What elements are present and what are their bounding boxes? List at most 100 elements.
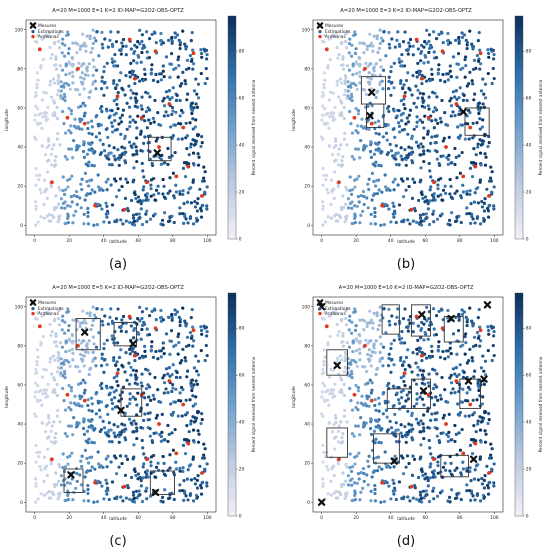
measure-point (91, 73, 95, 78)
measure-point (88, 191, 93, 196)
antenna-point (115, 371, 120, 376)
measure-point (196, 152, 200, 156)
estimates-layer (153, 149, 161, 157)
measure-point (329, 202, 333, 207)
measure-point (354, 83, 358, 87)
measure-point (463, 57, 467, 62)
measure-point (453, 191, 457, 195)
measure-point (134, 212, 139, 216)
measure-point (370, 104, 374, 108)
measure-point (142, 185, 146, 189)
measure-point (418, 368, 422, 372)
measure-point (126, 206, 130, 211)
measure-point (66, 30, 70, 34)
measure-point (191, 499, 196, 503)
measure-point (161, 376, 165, 380)
measure-point (347, 319, 352, 323)
measure-point (59, 80, 63, 84)
measure-point (456, 62, 461, 66)
measure-point (406, 329, 410, 333)
measure-point (43, 152, 48, 157)
estimate-marker (129, 340, 137, 348)
measure-point (455, 189, 459, 193)
colorbar-tick-label: 20 (239, 190, 245, 196)
measure-point (145, 195, 149, 199)
measure-point (455, 374, 459, 378)
measure-point (192, 143, 196, 147)
measure-point (63, 431, 67, 436)
measure-point (422, 61, 426, 65)
measure-point (106, 430, 110, 434)
measure-point (120, 422, 124, 426)
measure-point (79, 352, 83, 357)
measure-point (82, 87, 86, 91)
measure-point (110, 334, 114, 338)
measure-point (370, 475, 374, 479)
measure-point (481, 118, 485, 122)
measure-point (78, 394, 82, 398)
measure-point (189, 201, 194, 205)
measure-point (353, 216, 357, 221)
measure-point (422, 149, 426, 153)
measure-point (161, 341, 165, 345)
measure-point (420, 358, 424, 363)
measure-point (57, 494, 61, 498)
measure-point (359, 471, 363, 475)
measure-point (468, 443, 473, 447)
measure-point (477, 307, 481, 312)
measure-point (433, 198, 437, 202)
measure-point (373, 214, 377, 219)
measure-point (394, 440, 399, 444)
measure-point (343, 365, 347, 369)
measure-point (330, 188, 334, 192)
antenna-point (75, 66, 80, 71)
measure-point (422, 126, 426, 130)
measure-point (202, 176, 206, 180)
measure-point (199, 144, 203, 149)
measure-point (330, 465, 334, 469)
measure-point (397, 57, 401, 61)
measure-point (141, 476, 145, 480)
measure-point (92, 313, 97, 317)
measure-point (146, 418, 150, 422)
measure-point (372, 34, 376, 38)
antenna-point (409, 207, 414, 212)
measure-point (93, 190, 97, 194)
measure-point (72, 415, 76, 420)
measure-point (50, 490, 54, 494)
estimate-stroke (459, 108, 467, 116)
measure-point (92, 223, 96, 227)
measure-point (465, 192, 469, 196)
measure-point (331, 111, 336, 115)
measure-point (61, 109, 65, 114)
measure-point (101, 419, 105, 423)
legend-estimates-label: Estimations (38, 29, 64, 35)
measure-point (327, 126, 331, 130)
measure-point (345, 341, 349, 345)
measure-point (373, 184, 378, 188)
measure-point (455, 466, 459, 470)
antenna-point (139, 115, 144, 120)
measure-point (476, 419, 480, 423)
measure-point (140, 384, 144, 388)
measure-point (172, 194, 176, 198)
measure-point (143, 135, 147, 139)
measure-point (483, 359, 488, 363)
measure-point (200, 411, 204, 416)
measure-point (129, 373, 133, 377)
measure-point (334, 139, 338, 143)
measure-point (113, 157, 117, 161)
measure-point (194, 395, 198, 399)
measure-point (48, 45, 52, 50)
measure-point (332, 436, 337, 440)
measure-point (92, 65, 96, 69)
measure-point (54, 471, 58, 475)
measure-point (447, 430, 451, 434)
measure-point (460, 35, 465, 40)
measure-point (457, 431, 461, 435)
measure-point (329, 178, 334, 182)
measure-point (59, 357, 63, 361)
measure-point (419, 336, 423, 340)
measure-point (110, 386, 114, 390)
measure-point (72, 194, 76, 198)
